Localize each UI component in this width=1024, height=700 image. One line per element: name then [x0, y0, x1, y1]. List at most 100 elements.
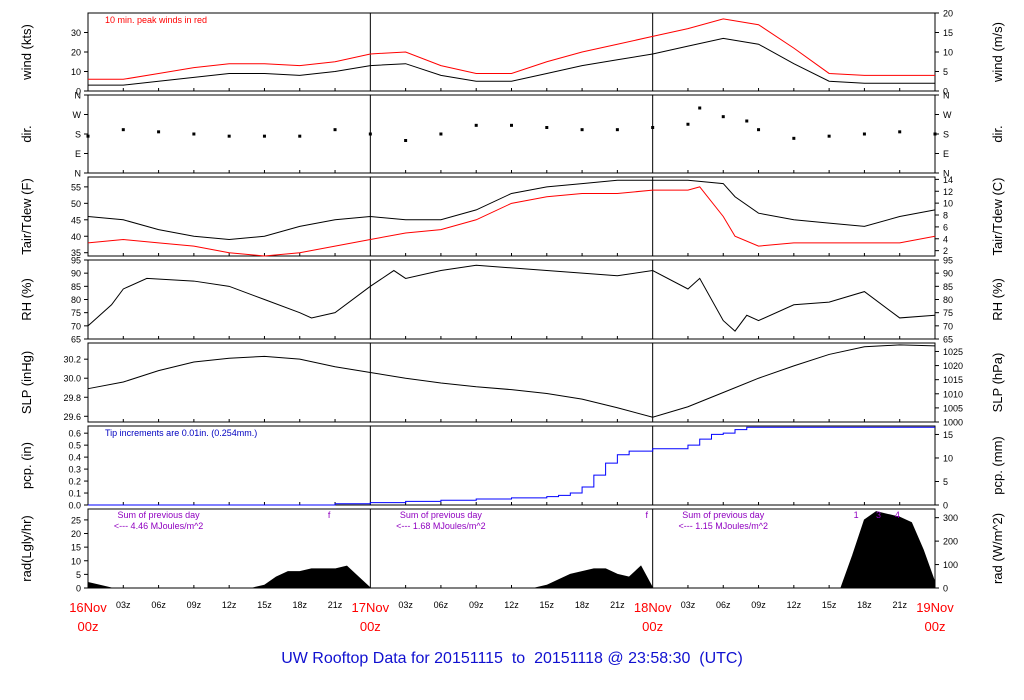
line-series-rh-0 — [87, 264, 936, 332]
line-series-slp-0 — [87, 344, 936, 418]
ytick-label-left: 30 — [71, 28, 81, 38]
xtick-label: 15z — [257, 600, 272, 610]
ytick-label-left: S — [75, 130, 81, 140]
ytick-label-right: 90 — [943, 269, 953, 279]
ylabel-right-temp: Tair/Tdew (C) — [990, 177, 1005, 255]
ytick-label-right: 75 — [943, 308, 953, 318]
scatter-point-dir — [192, 132, 196, 136]
ytick-label-right: 15 — [943, 430, 953, 440]
ytick-label-right: N — [943, 169, 950, 179]
scatter-point-dir — [510, 123, 513, 127]
ytick-label-right: 100 — [943, 560, 958, 570]
ytick-label-right: 15 — [943, 28, 953, 38]
ytick-label-left: 15 — [71, 543, 81, 553]
xtick-label: 12z — [504, 600, 519, 610]
rad-annotation-line2: <--- 1.68 MJoules/m^2 — [396, 521, 486, 531]
ytick-label-left: 80 — [71, 295, 81, 305]
scatter-point-dir — [898, 130, 902, 134]
ytick-label-left: 5 — [76, 570, 81, 580]
ytick-label-right: 1000 — [943, 418, 963, 428]
ytick-label-left: 20 — [71, 48, 81, 58]
ytick-label-left: 29.8 — [63, 393, 81, 403]
ytick-label-left: 55 — [71, 182, 81, 192]
ytick-label-right: 20 — [943, 9, 953, 19]
ytick-label-left: 75 — [71, 308, 81, 318]
scatter-point-dir — [933, 132, 937, 136]
ytick-label-right: 12 — [943, 187, 953, 197]
day-label-date: 19Nov — [916, 600, 954, 615]
ytick-label-left: 70 — [71, 321, 81, 331]
ylabel-rh: RH (%) — [19, 278, 34, 321]
rad-annotation-line1: Sum of previous day — [118, 510, 201, 520]
xtick-label: 09z — [187, 600, 202, 610]
xtick-label: 03z — [398, 600, 413, 610]
ytick-label-right: S — [943, 130, 949, 140]
ylabel-right-pcp: pcp. (mm) — [990, 436, 1005, 495]
ytick-label-right: 10 — [943, 199, 953, 209]
ytick-label-left: 35 — [71, 248, 81, 258]
ytick-label-left: 25 — [71, 515, 81, 525]
ytick-label-left: N — [75, 169, 82, 179]
scatter-point-dir — [862, 132, 866, 136]
ytick-label-left: 85 — [71, 282, 81, 292]
ytick-label-left: 0.0 — [68, 501, 81, 511]
ytick-label-right: 300 — [943, 513, 958, 523]
ytick-label-right: 14 — [943, 175, 953, 185]
panel-frame-wind — [87, 12, 936, 92]
ytick-label-right: 95 — [943, 256, 953, 266]
panel-frame-slp — [87, 342, 936, 423]
scatter-point-dir — [157, 130, 161, 134]
scatter-point-dir — [404, 139, 408, 142]
xtick-label: 18z — [575, 600, 590, 610]
ytick-label-right: 1005 — [943, 403, 963, 413]
xtick-label: 15z — [540, 600, 555, 610]
ytick-label-right: N — [943, 91, 950, 101]
footer-start-date: 20151115 — [434, 650, 503, 667]
ytick-label-left: 45 — [71, 215, 81, 225]
day-label-date: 18Nov — [634, 600, 672, 615]
ytick-label-right: 10 — [943, 453, 953, 463]
xtick-label: 21z — [892, 600, 907, 610]
ytick-label-right: E — [943, 149, 949, 159]
xtick-label: 18z — [292, 600, 307, 610]
footer-title-prefix: UW Rooftop Data for — [281, 650, 430, 667]
ytick-label-left: E — [75, 149, 81, 159]
footer-end-date: 20151118 — [534, 650, 603, 667]
line-series-temp-0 — [87, 179, 936, 241]
scatter-point-dir — [651, 126, 655, 129]
line-series-wind-0 — [88, 37, 935, 86]
ytick-label-right: 4 — [943, 234, 948, 244]
ytick-label-left: 0 — [76, 87, 81, 97]
scatter-point-dir — [792, 136, 796, 140]
ylabel-rad: rad(Lgly/hr) — [19, 515, 34, 581]
xtick-label: 09z — [751, 600, 766, 610]
ytick-label-left: 0.5 — [68, 441, 81, 451]
ytick-label-right: 65 — [943, 335, 953, 345]
ytick-label-right: 6 — [943, 222, 948, 232]
xtick-label: 15z — [822, 600, 837, 610]
rad-annotation-line2: <--- 1.15 MJoules/m^2 — [678, 521, 768, 531]
ytick-label-left: 0 — [76, 584, 81, 594]
annotation-pcp: Tip increments are 0.01in. (0.254mm.) — [105, 428, 257, 438]
scatter-point-dir — [262, 134, 266, 138]
xtick-label: 09z — [469, 600, 484, 610]
ylabel-right-rad: rad (W/m^2) — [990, 513, 1005, 584]
ytick-label-right: W — [943, 110, 952, 120]
ytick-label-left: 10 — [71, 556, 81, 566]
footer-at-word: @ — [607, 650, 624, 667]
ylabel-wind: wind (kts) — [19, 24, 34, 81]
ytick-label-right: 5 — [943, 477, 948, 487]
ylabel-right-slp: SLP (hPa) — [990, 353, 1005, 413]
ytick-label-right: 0 — [943, 584, 948, 594]
day-label-time: 00z — [360, 619, 381, 634]
ytick-label-left: 0.1 — [68, 489, 81, 499]
scatter-point-dir — [827, 134, 831, 138]
ytick-label-left: 29.6 — [63, 412, 81, 422]
xtick-label: 21z — [328, 600, 343, 610]
rad-marker: f — [328, 510, 331, 520]
xtick-label: 06z — [716, 600, 731, 610]
ytick-label-left: 50 — [71, 199, 81, 209]
rad-annotation-line1: Sum of previous day — [400, 510, 483, 520]
ytick-label-right: 10 — [943, 48, 953, 58]
